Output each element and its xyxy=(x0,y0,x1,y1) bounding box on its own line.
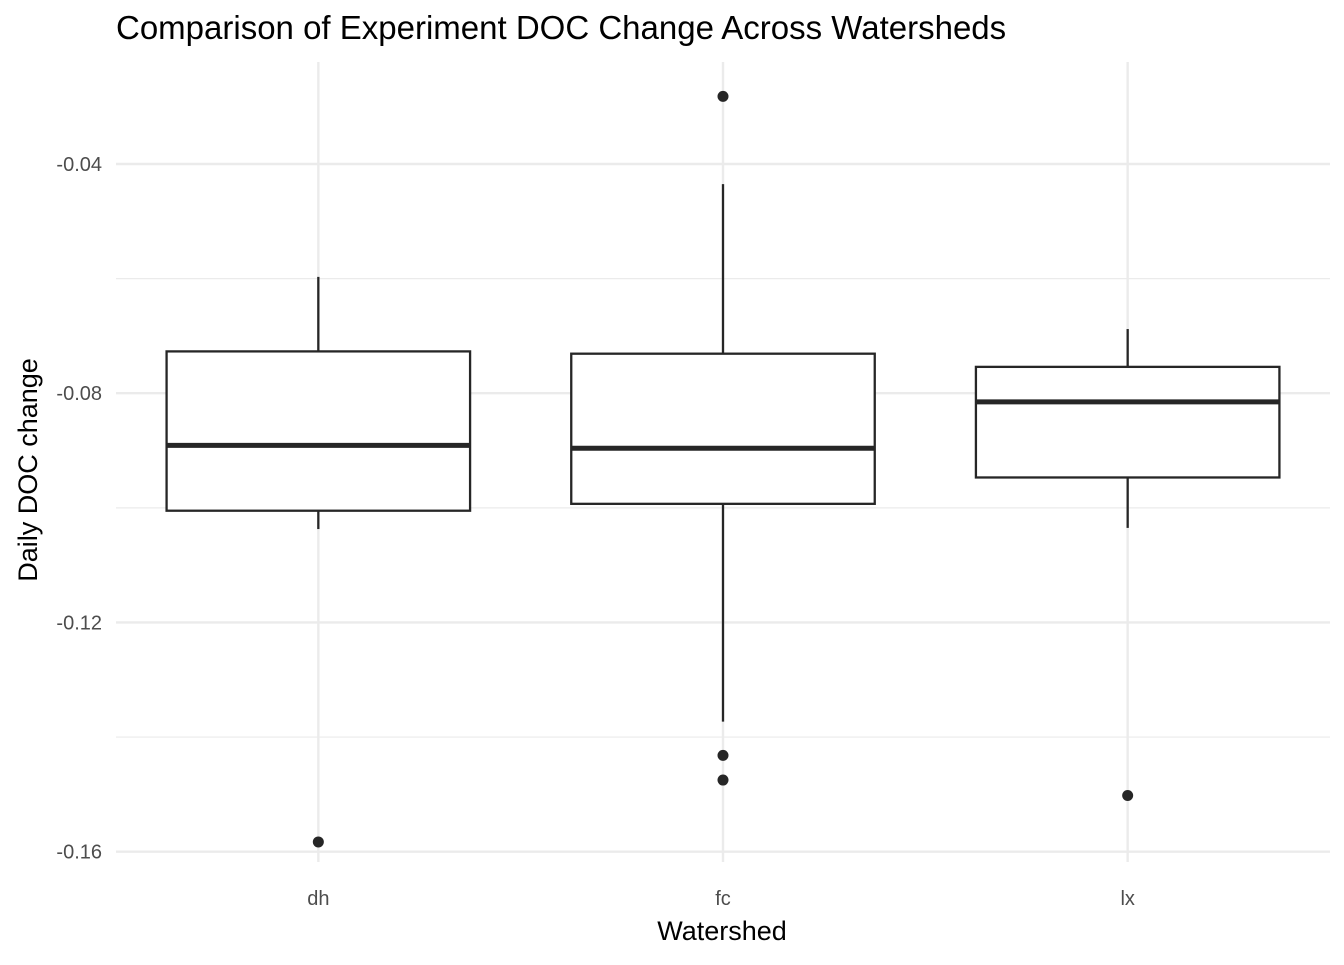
iqr-box xyxy=(165,350,472,512)
y-tick-label: -0.12 xyxy=(56,612,102,634)
chart-title: Comparison of Experiment DOC Change Acro… xyxy=(116,9,1006,46)
y-tick-label: -0.08 xyxy=(56,383,102,405)
box-series xyxy=(165,90,1281,848)
outlier-point xyxy=(1122,790,1134,802)
y-axis-title: Daily DOC change xyxy=(13,358,43,582)
x-tick-label: dh xyxy=(307,888,329,910)
iqr-box xyxy=(974,365,1281,479)
outlier-point xyxy=(717,774,729,786)
box-lx xyxy=(974,329,1281,802)
x-tick-label: lx xyxy=(1120,888,1134,910)
y-tick-label: -0.04 xyxy=(56,154,102,176)
y-tick-label: -0.16 xyxy=(56,842,102,864)
outlier-point xyxy=(717,749,729,761)
tick-labels: -0.16 -0.12 -0.08 -0.04 dh fc lx xyxy=(56,154,1134,910)
iqr-box xyxy=(570,352,876,505)
x-tick-label: fc xyxy=(715,888,731,910)
outlier-point xyxy=(717,90,729,102)
box-dh xyxy=(165,276,472,848)
x-axis-title: Watershed xyxy=(657,916,787,946)
outlier-point xyxy=(312,836,324,848)
box-fc xyxy=(570,90,876,786)
